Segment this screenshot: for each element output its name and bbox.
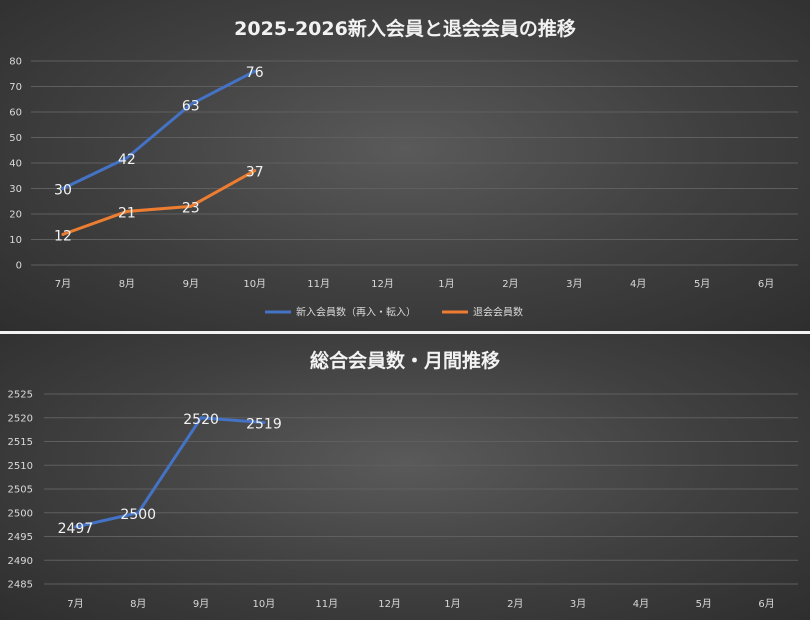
y-tick-label: 2520	[8, 413, 33, 424]
x-tick-label: 3月	[566, 278, 582, 290]
data-label: 2520	[183, 412, 219, 428]
data-label: 2519	[246, 417, 282, 433]
x-tick-label: 8月	[119, 278, 135, 290]
x-tick-label: 2月	[502, 278, 518, 290]
chart-total-members: 総合会員数・月間推移 2485 2490 2495 2500 2505 2510 2515 2…	[8, 349, 798, 610]
data-label: 30	[54, 183, 72, 199]
x-tick-label: 5月	[696, 598, 712, 610]
data-point	[125, 209, 129, 213]
data-label: 76	[246, 65, 264, 81]
y-tick-label: 2515	[8, 437, 33, 448]
y-tick-label: 2510	[8, 461, 33, 472]
chart-panel-new-and-withdrawn: 2025-2026新入会員と退会会員の推移 0 10 20 30 40 50 60 70 80 7…	[0, 0, 810, 331]
data-point	[61, 232, 65, 236]
y-tick-label: 60	[9, 108, 22, 119]
data-point	[189, 102, 193, 106]
y-tick-label: 80	[9, 57, 22, 68]
series-line	[61, 169, 257, 236]
data-label: 42	[118, 152, 136, 168]
data-point	[136, 511, 140, 515]
y-tick-label: 70	[9, 82, 22, 93]
y-tick-label: 2505	[8, 485, 33, 496]
data-label: 23	[182, 200, 200, 216]
y-tick-label: 30	[9, 184, 22, 195]
x-tick-label: 3月	[570, 598, 586, 610]
x-tick-label: 12月	[378, 598, 401, 610]
x-tick-label: 7月	[55, 278, 71, 290]
x-tick-label: 10月	[253, 598, 276, 610]
x-tick-label: 10月	[243, 278, 266, 290]
x-tick-label: 1月	[444, 598, 460, 610]
x-tick-label: 11月	[307, 278, 330, 290]
legend-entry: 退会会員数	[473, 306, 523, 319]
y-tick-label: 50	[9, 133, 22, 144]
y-tick-label: 2495	[8, 532, 33, 543]
x-tick-label: 2月	[507, 598, 523, 610]
data-label: 37	[246, 165, 264, 181]
x-tick-label: 9月	[193, 598, 209, 610]
chart-panel-total-members: 総合会員数・月間推移 2485 2490 2495 2500 2505 2510 2515 2…	[0, 334, 810, 620]
chart-new-and-withdrawn: 2025-2026新入会員と退会会員の推移 0 10 20 30 40 50 60 70 80 7…	[9, 17, 798, 319]
y-tick-label: 2490	[8, 556, 33, 567]
y-tick-label: 0	[16, 261, 22, 272]
data-label: 21	[118, 205, 136, 221]
data-point	[199, 416, 203, 420]
data-point	[253, 169, 257, 173]
data-point	[73, 525, 77, 529]
data-point	[61, 187, 65, 190]
data-point	[189, 204, 193, 208]
x-tick-label: 4月	[630, 278, 646, 290]
data-point	[125, 156, 129, 160]
x-tick-label: 6月	[758, 598, 774, 610]
legend-entry: 新入会員数（再入・転入）	[296, 306, 416, 319]
panel-divider	[0, 331, 810, 334]
data-label: 2500	[120, 507, 156, 523]
data-point	[253, 69, 257, 73]
y-tick-label: 20	[9, 210, 22, 221]
chart-title: 総合会員数・月間推移	[310, 349, 500, 372]
y-tick-label: 2485	[8, 580, 33, 591]
x-tick-label: 5月	[694, 278, 710, 290]
y-tick-label: 2525	[8, 390, 33, 401]
x-tick-label: 12月	[371, 278, 394, 290]
y-tick-label: 2500	[8, 508, 33, 519]
x-tick-label: 9月	[183, 278, 199, 290]
x-tick-label: 6月	[758, 278, 774, 290]
data-label: 12	[54, 228, 72, 244]
series-line	[73, 416, 266, 529]
x-tick-label: 1月	[438, 278, 454, 290]
data-point	[262, 421, 266, 424]
chart-title: 2025-2026新入会員と退会会員の推移	[234, 17, 576, 40]
data-label: 63	[182, 98, 200, 114]
y-tick-label: 40	[9, 159, 22, 170]
x-tick-label: 4月	[633, 598, 649, 610]
x-tick-label: 7月	[67, 598, 83, 610]
x-tick-label: 8月	[130, 598, 146, 610]
x-tick-label: 11月	[315, 598, 338, 610]
data-label: 2497	[58, 521, 94, 537]
y-tick-label: 10	[9, 235, 22, 246]
series-line	[61, 69, 257, 190]
